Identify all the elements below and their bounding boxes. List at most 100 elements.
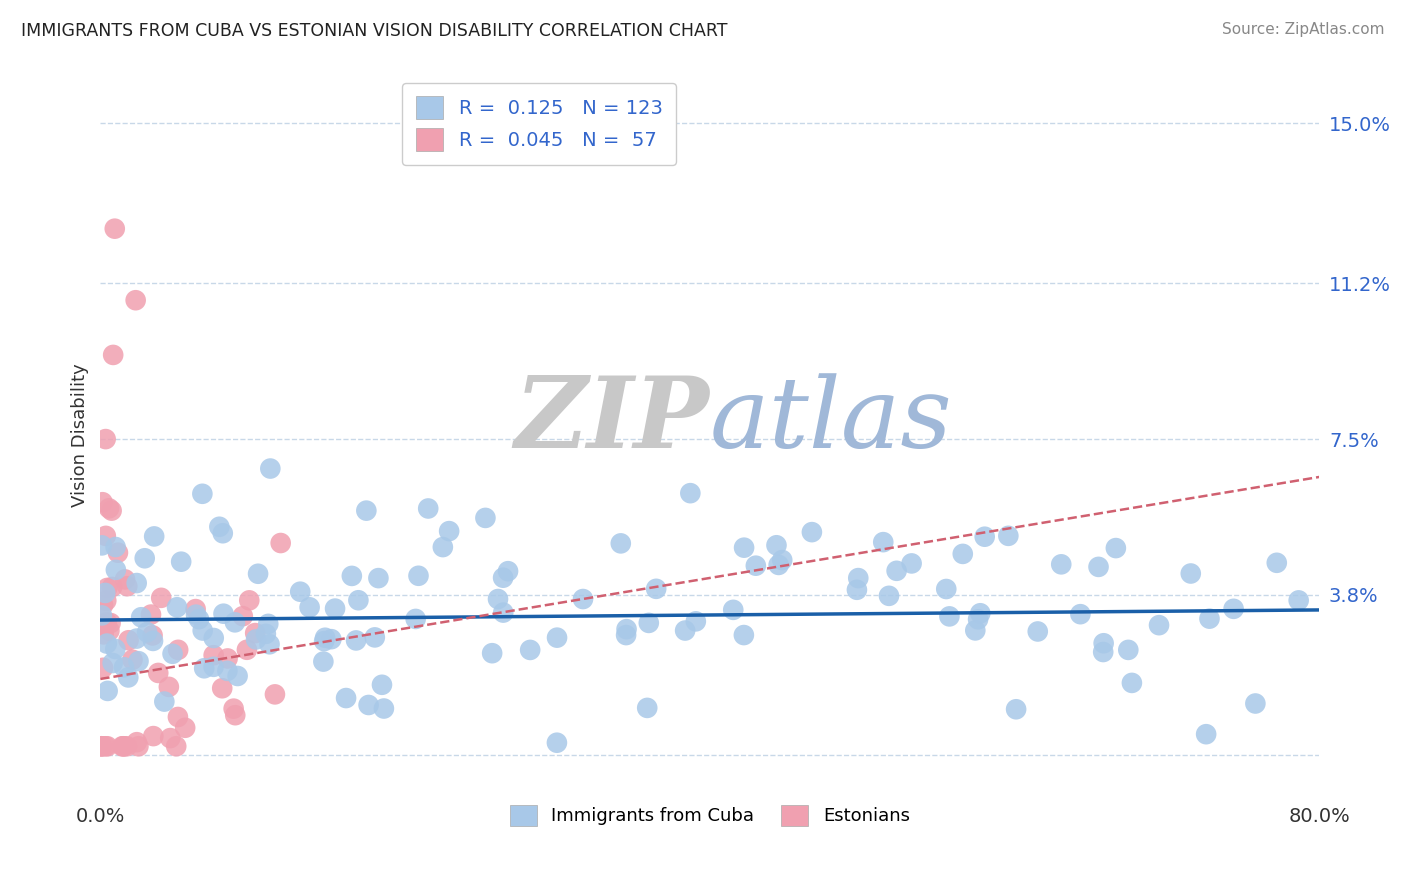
Point xyxy=(167,643,190,657)
Point xyxy=(723,603,745,617)
Point xyxy=(188,612,211,626)
Point xyxy=(245,632,267,647)
Point xyxy=(91,495,114,509)
Point xyxy=(139,607,162,622)
Point xyxy=(111,739,134,754)
Point xyxy=(685,615,707,629)
Point xyxy=(124,293,146,308)
Point xyxy=(125,735,148,749)
Point xyxy=(129,610,152,624)
Point xyxy=(733,541,755,555)
Point xyxy=(408,569,430,583)
Point xyxy=(259,637,281,651)
Point xyxy=(486,592,509,607)
Point xyxy=(211,681,233,696)
Point xyxy=(616,622,638,636)
Point xyxy=(1069,607,1091,622)
Point xyxy=(938,609,960,624)
Point xyxy=(347,593,370,607)
Point xyxy=(107,546,129,560)
Point xyxy=(872,535,894,549)
Point xyxy=(614,628,637,642)
Point xyxy=(1092,645,1115,659)
Point xyxy=(94,529,117,543)
Point xyxy=(312,655,335,669)
Point xyxy=(104,221,127,235)
Point xyxy=(100,503,122,517)
Y-axis label: Vision Disability: Vision Disability xyxy=(72,363,89,507)
Point xyxy=(321,632,343,647)
Point xyxy=(224,708,246,723)
Point xyxy=(98,624,121,638)
Point xyxy=(165,739,187,754)
Point xyxy=(492,571,515,585)
Point xyxy=(1265,556,1288,570)
Point xyxy=(191,624,214,638)
Point xyxy=(96,581,118,595)
Point xyxy=(224,615,246,630)
Point xyxy=(373,701,395,715)
Point xyxy=(128,654,150,668)
Point xyxy=(492,606,515,620)
Point xyxy=(170,555,193,569)
Point xyxy=(357,698,380,712)
Point xyxy=(973,530,995,544)
Point xyxy=(637,615,659,630)
Point xyxy=(208,520,231,534)
Point xyxy=(886,564,908,578)
Point xyxy=(184,607,207,622)
Point xyxy=(800,525,823,540)
Point xyxy=(1147,618,1170,632)
Point xyxy=(121,653,143,667)
Point xyxy=(765,538,787,552)
Point xyxy=(90,739,112,754)
Point xyxy=(935,582,957,596)
Point xyxy=(134,551,156,566)
Point xyxy=(733,628,755,642)
Point xyxy=(104,642,127,657)
Point xyxy=(264,687,287,701)
Point xyxy=(157,680,180,694)
Point xyxy=(96,636,118,650)
Point xyxy=(572,592,595,607)
Point xyxy=(117,670,139,684)
Point xyxy=(364,631,387,645)
Point xyxy=(142,729,165,743)
Point xyxy=(202,648,225,663)
Point xyxy=(112,739,135,754)
Point xyxy=(969,607,991,621)
Point xyxy=(90,538,112,552)
Point xyxy=(845,582,868,597)
Text: ZIP: ZIP xyxy=(515,372,710,468)
Point xyxy=(335,691,357,706)
Point xyxy=(142,634,165,648)
Point xyxy=(202,660,225,674)
Point xyxy=(104,563,127,577)
Point xyxy=(217,664,239,678)
Point xyxy=(474,511,496,525)
Text: Source: ZipAtlas.com: Source: ZipAtlas.com xyxy=(1222,22,1385,37)
Point xyxy=(1198,612,1220,626)
Point xyxy=(167,710,190,724)
Point xyxy=(967,612,990,626)
Point xyxy=(356,503,378,517)
Point xyxy=(257,616,280,631)
Point xyxy=(437,524,460,538)
Point xyxy=(193,661,215,675)
Point xyxy=(94,739,117,754)
Text: IMMIGRANTS FROM CUBA VS ESTONIAN VISION DISABILITY CORRELATION CHART: IMMIGRANTS FROM CUBA VS ESTONIAN VISION … xyxy=(21,22,727,40)
Point xyxy=(673,624,696,638)
Point xyxy=(314,634,336,648)
Point xyxy=(1092,636,1115,650)
Point xyxy=(344,633,367,648)
Point xyxy=(150,591,173,605)
Point xyxy=(519,643,541,657)
Point xyxy=(191,487,214,501)
Point xyxy=(1116,643,1139,657)
Point xyxy=(184,602,207,616)
Point xyxy=(405,612,427,626)
Point xyxy=(314,631,336,645)
Point xyxy=(745,558,768,573)
Point xyxy=(546,736,568,750)
Point xyxy=(101,348,124,362)
